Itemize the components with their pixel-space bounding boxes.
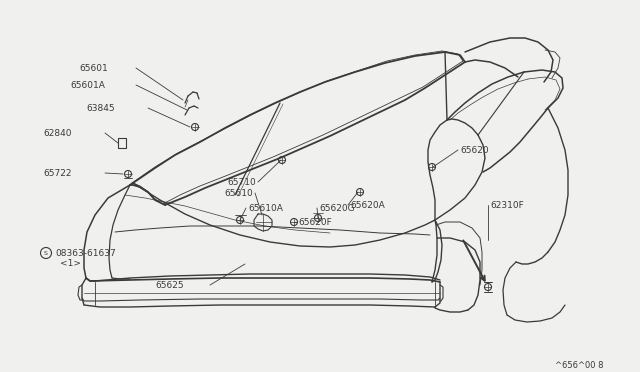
Text: 65610: 65610 xyxy=(224,189,253,198)
Text: ^656^00 8: ^656^00 8 xyxy=(555,360,604,369)
Text: 65620: 65620 xyxy=(460,145,488,154)
Text: 63845: 63845 xyxy=(86,103,115,112)
Text: 08363-61637: 08363-61637 xyxy=(55,248,116,257)
Text: 65625: 65625 xyxy=(155,280,184,289)
Text: 62840: 62840 xyxy=(44,128,72,138)
Text: 62310F: 62310F xyxy=(490,201,524,209)
Text: 65722: 65722 xyxy=(44,169,72,177)
Text: S: S xyxy=(44,250,48,256)
Text: 65601A: 65601A xyxy=(70,80,105,90)
Text: <1>: <1> xyxy=(60,260,81,269)
Text: 65610A: 65610A xyxy=(248,203,283,212)
Text: 65620A: 65620A xyxy=(350,201,385,209)
Text: 65710: 65710 xyxy=(227,177,256,186)
Bar xyxy=(118,138,126,148)
Text: 65601: 65601 xyxy=(79,64,108,73)
Text: 65620G: 65620G xyxy=(319,203,355,212)
Text: 65620F: 65620F xyxy=(298,218,332,227)
